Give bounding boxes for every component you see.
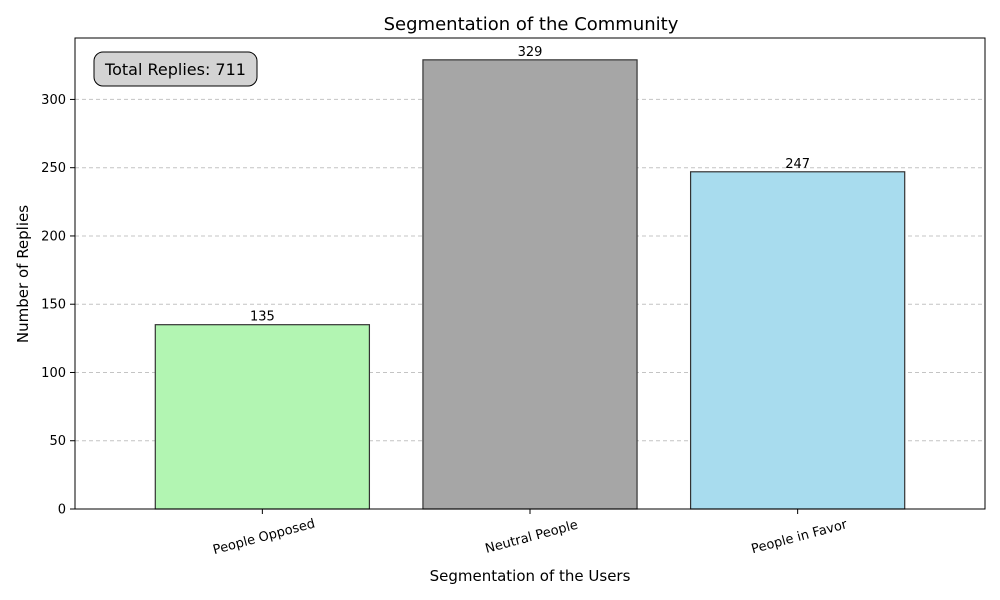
bar-value-label: 135 bbox=[250, 310, 275, 325]
bar bbox=[689, 171, 906, 510]
y-tick-label: 100 bbox=[41, 366, 66, 381]
x-axis-label: Segmentation of the Users bbox=[430, 567, 631, 585]
x-tick-label: People in Favor bbox=[750, 517, 850, 557]
x-tick-label: People Opposed bbox=[211, 516, 316, 558]
y-axis-ticks: 0 50 100 150 200 250 300 bbox=[41, 93, 75, 518]
y-tick-label: 200 bbox=[41, 229, 66, 244]
x-tick-label: Neutral People bbox=[484, 518, 580, 557]
y-tick-label: 250 bbox=[41, 161, 66, 176]
x-axis-ticks: People Opposed Neutral People People in Fa… bbox=[211, 509, 849, 558]
bar-value-labels: 135 329 247 bbox=[250, 45, 810, 325]
chart-title: Segmentation of the Community bbox=[384, 14, 679, 35]
annotation-box bbox=[93, 51, 258, 87]
bars bbox=[154, 59, 906, 510]
y-tick-label: 0 bbox=[58, 503, 66, 518]
y-tick-label: 150 bbox=[41, 298, 66, 313]
bar bbox=[154, 324, 371, 510]
bar bbox=[422, 59, 638, 510]
total-replies-annotation: Total Replies: 711 bbox=[93, 51, 258, 87]
y-tick-label: 300 bbox=[41, 93, 66, 108]
bar-value-label: 329 bbox=[518, 45, 543, 60]
annotation-text: Total Replies: 711 bbox=[104, 60, 246, 79]
y-axis-label: Number of Replies bbox=[14, 205, 32, 343]
bar-value-label: 247 bbox=[785, 157, 810, 172]
y-tick-label: 50 bbox=[49, 434, 66, 449]
